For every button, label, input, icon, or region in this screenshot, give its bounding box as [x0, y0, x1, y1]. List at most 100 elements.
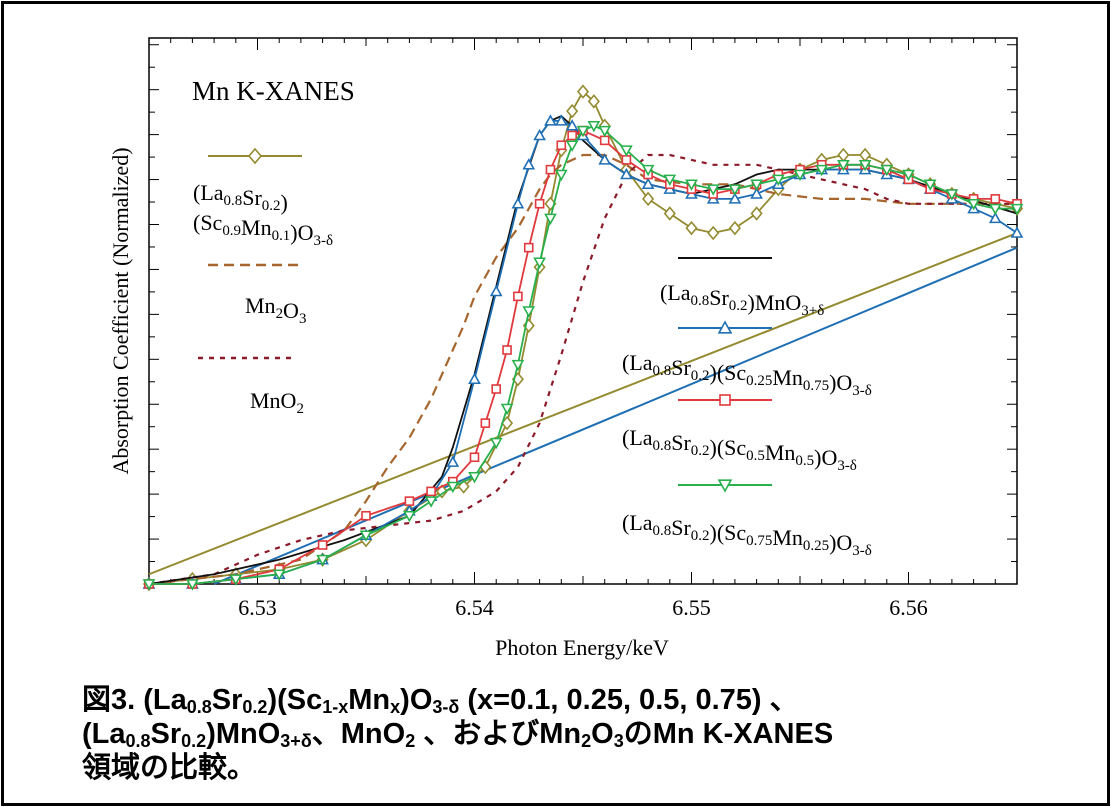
x-tick-label: 6.55	[672, 595, 711, 620]
caption-subscript: 2	[405, 731, 416, 751]
data-point-marker	[502, 345, 512, 355]
data-point-marker	[988, 203, 1002, 216]
data-point-marker	[554, 169, 568, 182]
caption-text: )(Sc	[267, 684, 323, 716]
series-group	[142, 84, 1024, 592]
series-6	[142, 120, 1024, 591]
baseline-line	[148, 232, 1018, 576]
caption-text: (La	[82, 718, 126, 750]
data-point-marker	[642, 191, 655, 207]
data-point-marker	[858, 159, 872, 172]
data-point-marker	[728, 184, 742, 196]
data-point-marker	[707, 225, 720, 241]
data-point-marker	[554, 114, 568, 126]
legend-entry: (La0.8Sr0.2)(Sc0.75Mn0.25)O3-δ	[622, 479, 872, 559]
caption-text: Sr	[150, 718, 182, 750]
data-point-marker	[186, 579, 199, 591]
chart-title: Mn K-XANES	[192, 76, 355, 106]
data-point-marker	[587, 120, 601, 133]
series-1	[148, 153, 1017, 586]
data-point-marker	[426, 486, 436, 497]
caption-text: Sr	[211, 684, 243, 716]
legend: (La0.8Sr0.2) (Sc0.9Mn0.1)O3-δ Mn2O3 MnO2 (La…	[193, 147, 872, 559]
legend-entry: Mn2O3	[208, 263, 306, 327]
series-line	[148, 114, 1018, 585]
caption-text: 図3. (La	[82, 684, 187, 716]
legend-entry: (La0.8Sr0.2)MnO3+δ	[660, 257, 824, 319]
series-4	[142, 114, 1024, 589]
series-line	[149, 120, 1018, 585]
data-point-marker	[522, 306, 536, 318]
series-line	[149, 124, 1017, 585]
caption-subscript: 2	[581, 731, 592, 751]
data-point-marker	[565, 140, 579, 152]
data-point-marker	[990, 194, 1001, 204]
legend-entry: MnO2	[198, 356, 304, 417]
caption-text: 、およびMn	[415, 718, 582, 750]
data-point-marker	[565, 119, 579, 131]
data-point-marker	[663, 174, 677, 187]
data-point-marker	[880, 164, 894, 177]
legend-entry: (La0.8Sr0.2) (Sc0.9Mn0.1)O3-δ	[193, 147, 333, 249]
data-point-marker	[685, 220, 698, 236]
caption-text: 、MnO	[311, 718, 406, 750]
caption-subscript: 3	[613, 731, 624, 751]
x-tick-labels: 6.53 6.54 6.55 6.56	[238, 595, 928, 620]
series-2	[148, 153, 1017, 586]
legend-label: (La0.8Sr0.2)(Sc0.75Mn0.25)O3-δ	[622, 510, 872, 559]
caption-subscript: 0.8	[125, 731, 151, 751]
data-point-marker	[513, 291, 523, 302]
data-point-marker	[641, 164, 655, 177]
data-point-marker	[750, 187, 763, 199]
data-point-marker	[923, 179, 937, 191]
caption-text: 領域の比較。	[82, 752, 257, 784]
data-point-marker	[641, 177, 655, 190]
data-point-marker	[717, 479, 733, 493]
data-point-marker	[719, 394, 731, 406]
data-point-marker	[229, 574, 243, 586]
data-point-marker	[717, 320, 733, 334]
caption-subscript: 3+δ	[280, 731, 312, 751]
data-point-marker	[567, 130, 577, 141]
data-point-marker	[316, 554, 329, 567]
data-point-marker	[620, 167, 633, 180]
x-tick-label: 6.53	[238, 595, 277, 620]
data-point-marker	[599, 135, 610, 146]
data-point-marker	[1010, 226, 1024, 238]
legend-entry: (La0.8Sr0.2)(Sc0.25Mn0.75)O3-δ	[622, 320, 872, 399]
xanes-chart: 6.53 6.54 6.55 6.56 (La0.8Sr0.2) (Sc0.9Mn0.1…	[108, 37, 1024, 660]
data-point-marker	[837, 159, 850, 172]
data-point-marker	[728, 192, 742, 204]
x-axis-label: Photon Energy/keV	[495, 635, 669, 660]
caption-text: )O	[400, 684, 433, 716]
x-tick-label: 6.54	[455, 595, 494, 620]
data-point-marker	[359, 530, 373, 542]
data-point-marker	[620, 145, 633, 157]
series-line	[148, 153, 1017, 586]
data-point-marker	[361, 510, 371, 521]
data-point-marker	[566, 103, 579, 119]
data-point-marker	[523, 242, 534, 253]
data-point-marker	[587, 94, 600, 109]
y-axis-label: Absorption Coefficient (Normalized)	[108, 147, 133, 474]
data-point-marker	[424, 496, 438, 508]
data-point-marker	[598, 125, 612, 138]
data-point-marker	[793, 169, 807, 182]
data-point-marker	[988, 211, 1002, 224]
data-point-marker	[491, 384, 502, 394]
data-point-marker	[544, 114, 557, 126]
data-point-marker	[706, 184, 720, 196]
data-point-marker	[728, 220, 741, 236]
caption-text: Mn	[348, 684, 391, 716]
data-point-marker	[576, 125, 590, 138]
baseline-line	[213, 246, 1018, 585]
legend-label: MnO2	[250, 388, 304, 417]
data-point-marker	[272, 569, 286, 581]
figure-caption: 図3. (La0.8Sr0.2)(Sc1-xMnx)O3-δ (x=0.1, 0…	[82, 683, 1092, 785]
data-point-marker	[533, 257, 546, 269]
data-point-marker	[576, 84, 590, 99]
caption-subscript: 1-x	[322, 697, 349, 717]
caption-text: のMn K-XANES	[623, 718, 834, 750]
caption-text: )MnO	[206, 718, 281, 750]
